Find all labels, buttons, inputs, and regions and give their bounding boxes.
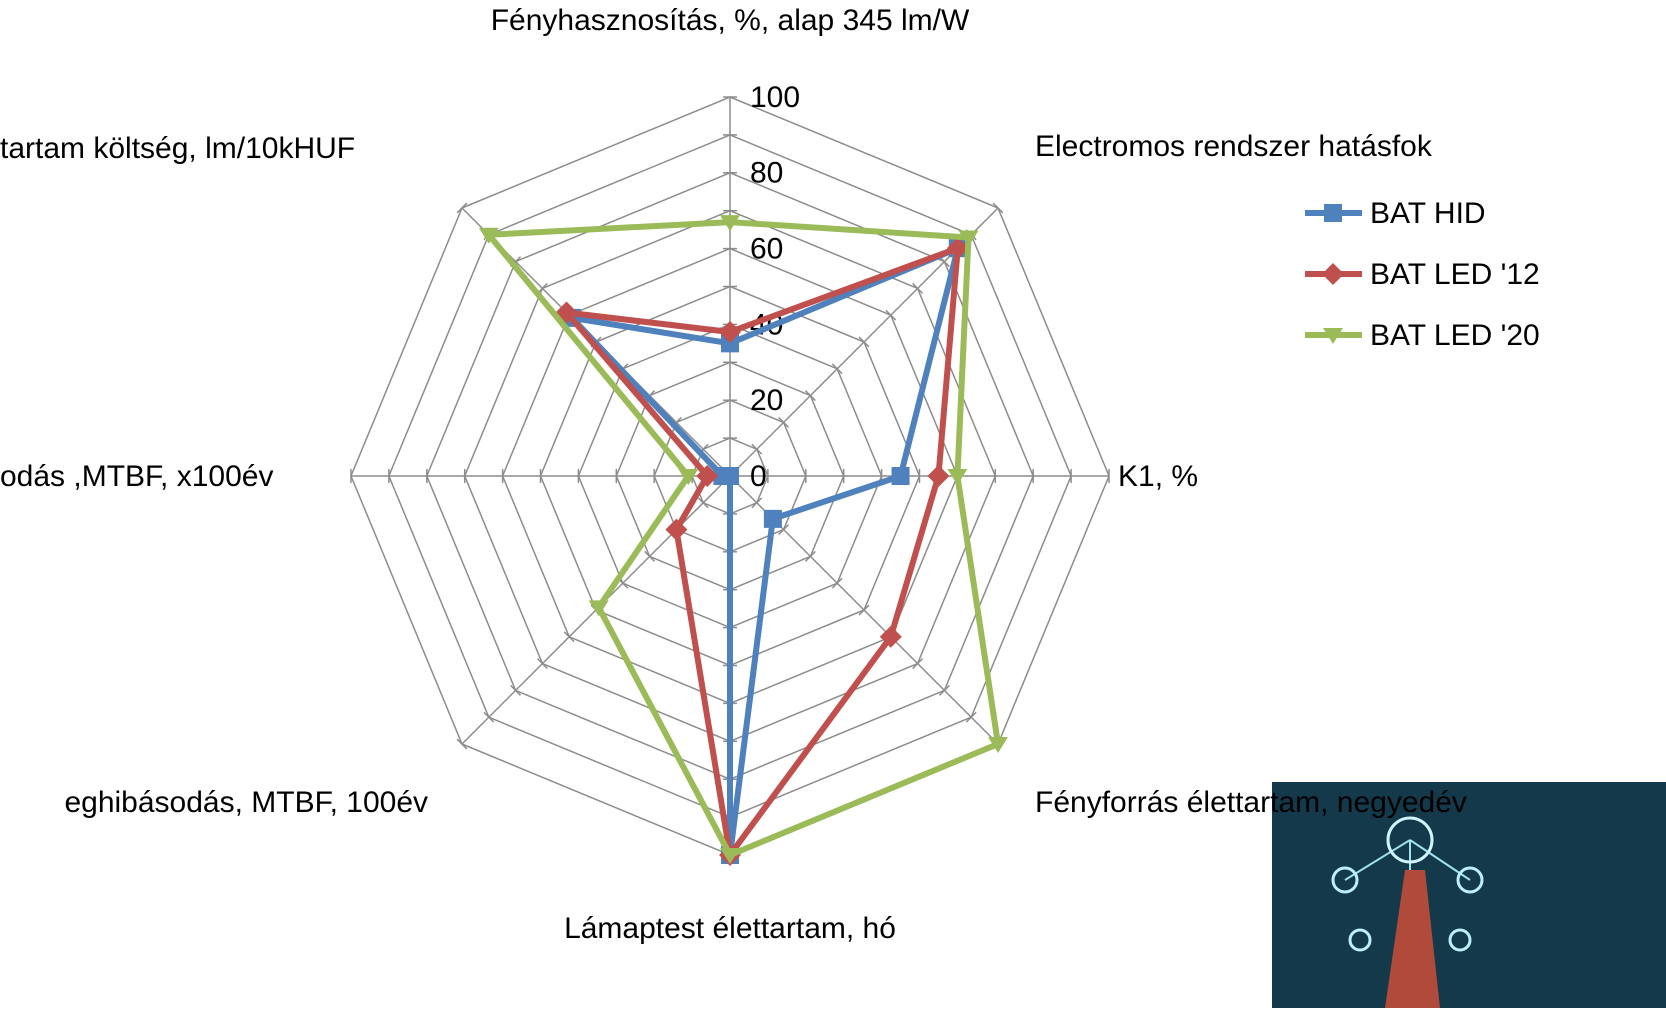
chart: 020406080100Fényhasznosítás, %, alap 345… — [0, 0, 1666, 1008]
marker — [1322, 263, 1344, 285]
r-tick-label: 100 — [750, 81, 800, 114]
marker — [892, 467, 910, 485]
axis-label: eghibásodás, MTBF, 100év — [64, 786, 428, 819]
chart-title: Fényhasznosítás, %, alap 345 lm/W — [491, 4, 970, 37]
r-tick-label: 80 — [750, 157, 783, 190]
axis-label: K1, % — [1118, 460, 1198, 493]
legend-label: BAT HID — [1370, 197, 1486, 230]
legend-label: BAT LED '20 — [1370, 319, 1540, 352]
r-tick-label: 20 — [750, 384, 783, 417]
r-tick-label: 60 — [750, 233, 783, 266]
legend-label: BAT LED '12 — [1370, 258, 1540, 291]
page: {"chart_data": {"type": "radar", "title"… — [0, 0, 1666, 1008]
axis-label: tartam költség, lm/10kHUF — [0, 132, 355, 165]
axis-label: Electromos rendszer hatásfok — [1035, 130, 1433, 163]
marker — [927, 465, 949, 487]
r-tick-label: 0 — [750, 460, 767, 493]
axis-label: Lámaptest élettartam, hó — [564, 912, 896, 945]
axis-label: odás ,MTBF, x100év — [0, 460, 273, 493]
marker — [947, 469, 967, 485]
marker — [1324, 204, 1342, 222]
axis-label: Fényforrás élettartam, negyedév — [1035, 786, 1467, 819]
marker — [764, 510, 782, 528]
